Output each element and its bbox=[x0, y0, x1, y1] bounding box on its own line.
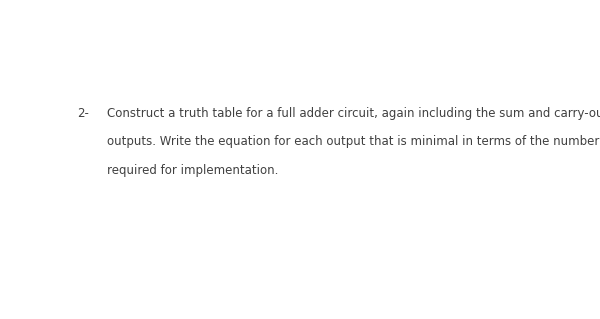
Text: required for implementation.: required for implementation. bbox=[107, 164, 278, 176]
Text: 2-: 2- bbox=[77, 107, 89, 120]
Text: Construct a truth table for a full adder circuit, again including the sum and ca: Construct a truth table for a full adder… bbox=[107, 107, 600, 120]
Text: outputs. Write the equation for each output that is minimal in terms of the numb: outputs. Write the equation for each out… bbox=[107, 135, 600, 148]
